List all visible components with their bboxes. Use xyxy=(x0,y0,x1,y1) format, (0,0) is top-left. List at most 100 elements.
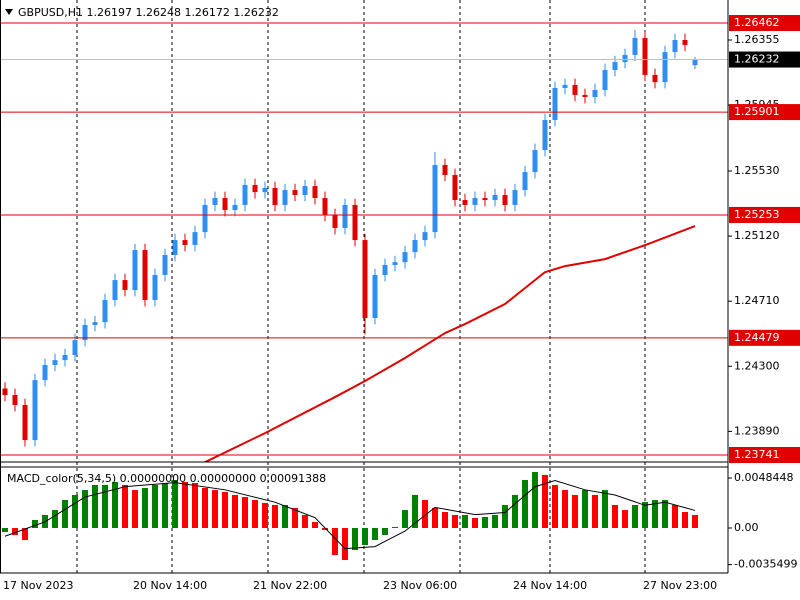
candle-body xyxy=(242,184,248,205)
macd-bar xyxy=(32,519,38,528)
macd-bar xyxy=(272,504,278,528)
candle-body xyxy=(442,164,448,175)
candle-body xyxy=(602,70,608,91)
macd-bar xyxy=(602,490,608,528)
macd-bar xyxy=(502,504,508,528)
candle-body xyxy=(372,274,378,319)
candle-body xyxy=(402,252,408,263)
macd-bar xyxy=(182,481,188,528)
macd-bar xyxy=(622,510,628,528)
macd-bar xyxy=(432,507,438,528)
macd-bar xyxy=(142,487,148,528)
candle-body xyxy=(642,37,648,75)
candle-body xyxy=(492,194,498,201)
candle-body xyxy=(42,364,48,381)
level-box xyxy=(729,206,800,223)
macd-bar xyxy=(102,484,108,528)
candle-body xyxy=(252,184,258,193)
candle-body xyxy=(672,40,678,53)
candle-body xyxy=(392,262,398,265)
macd-bar xyxy=(692,514,698,528)
level-label: 1.25253 xyxy=(734,208,780,221)
macd-bar xyxy=(322,527,328,530)
candle-body xyxy=(292,190,298,195)
macd-bar xyxy=(442,512,448,528)
candle-body xyxy=(342,204,348,228)
macd-bar xyxy=(512,494,518,528)
candle-body xyxy=(72,340,78,355)
x-tick-label: 23 Nov 06:00 xyxy=(383,579,457,592)
candle-body xyxy=(562,84,568,88)
macd-bar xyxy=(572,494,578,528)
y-tick-label: 1.24710 xyxy=(734,294,780,307)
x-tick-label: 20 Nov 14:00 xyxy=(133,579,207,592)
macd-bar xyxy=(252,500,258,528)
macd-bar xyxy=(662,500,668,528)
macd-bar xyxy=(652,500,658,528)
y-tick-label: 0.00 xyxy=(734,521,759,534)
macd-bar xyxy=(422,500,428,528)
candle-body xyxy=(452,174,458,201)
collapse-icon xyxy=(5,9,13,15)
candle-body xyxy=(462,200,468,205)
macd-bar xyxy=(632,504,638,528)
candle-body xyxy=(122,280,128,291)
macd-bar xyxy=(592,494,598,528)
x-tick-label: 24 Nov 14:00 xyxy=(513,579,587,592)
candle-body xyxy=(262,187,268,193)
labels: GBPUSD,H1 1.26197 1.26248 1.26172 1.2623… xyxy=(5,6,326,485)
current-price-label: 1.26232 xyxy=(734,53,780,66)
macd-bar xyxy=(682,512,688,528)
candle-body xyxy=(362,240,368,319)
candle-body xyxy=(172,240,178,255)
macd-bar xyxy=(412,494,418,528)
candle-body xyxy=(152,274,158,301)
candle-body xyxy=(182,240,188,245)
macd-bar xyxy=(362,527,368,546)
macd-bar xyxy=(642,501,648,528)
macd-bar xyxy=(82,490,88,528)
macd-bar xyxy=(372,527,378,540)
candle-body xyxy=(222,197,228,211)
chart-title: GBPUSD,H1 1.26197 1.26248 1.26172 1.2623… xyxy=(18,6,279,19)
x-tick-label: 17 Nov 2023 xyxy=(3,579,73,592)
macd-bar xyxy=(332,527,338,556)
candle-body xyxy=(552,87,558,121)
macd-bar xyxy=(112,481,118,528)
candle-body xyxy=(52,360,58,365)
macd-bar xyxy=(532,471,538,528)
y-tick-label: 1.25120 xyxy=(734,229,780,242)
candle-body xyxy=(502,194,508,205)
candle-body xyxy=(272,187,278,205)
macd-bar xyxy=(292,507,298,528)
candle-body xyxy=(632,37,638,55)
candle-body xyxy=(312,186,318,198)
macd-bar xyxy=(452,514,458,528)
candle-body xyxy=(32,380,38,441)
macd-bar xyxy=(342,527,348,560)
candle-body xyxy=(432,164,438,233)
signal-line xyxy=(4,479,696,550)
candle-body xyxy=(412,240,418,253)
macd-bar xyxy=(282,504,288,528)
macd-bar xyxy=(122,484,128,528)
candle-body xyxy=(592,90,598,98)
macd-bar xyxy=(12,527,18,536)
macd-bar xyxy=(162,482,168,528)
level-label: 1.26462 xyxy=(734,16,780,29)
macd-bar xyxy=(392,526,398,528)
macd-bar xyxy=(582,490,588,528)
candle-body xyxy=(382,264,388,275)
candle-body xyxy=(142,250,148,301)
candle-body xyxy=(332,214,338,228)
macd-bar xyxy=(302,514,308,528)
candle-body xyxy=(282,190,288,205)
macd-bar xyxy=(22,527,28,540)
candle-body xyxy=(112,280,118,301)
candle-body xyxy=(612,62,618,71)
x-tick-label: 27 Nov 23:00 xyxy=(643,579,717,592)
